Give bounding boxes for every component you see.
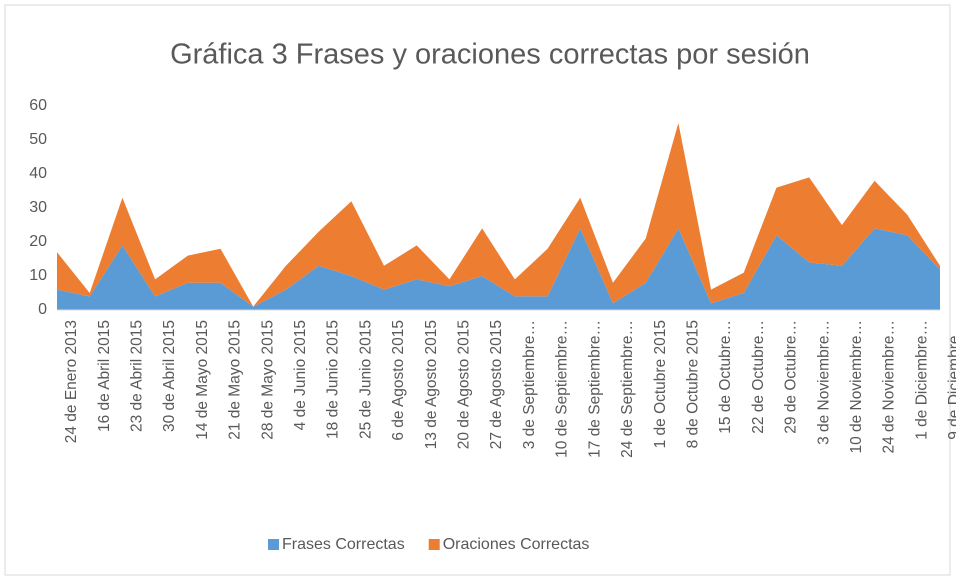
y-tick-label: 20 xyxy=(29,233,47,250)
y-tick-label: 50 xyxy=(29,131,47,148)
x-tick-label: 30 de Abril 2015 xyxy=(161,320,178,432)
x-tick-label: 24 de Septiembre… xyxy=(619,320,636,458)
x-tick-label: 20 de Agosto 2015 xyxy=(456,320,473,449)
y-tick-label: 0 xyxy=(38,301,47,318)
legend-swatch xyxy=(428,539,440,550)
x-tick-label: 3 de Noviembre… xyxy=(815,320,832,445)
x-tick-label: 29 de Octubre… xyxy=(783,320,800,434)
x-tick-label: 24 de Noviembre… xyxy=(881,320,898,454)
x-tick-label: 3 de Septiembre… xyxy=(521,320,538,449)
x-tick-label: 6 de Agosto 2015 xyxy=(390,320,407,441)
x-tick-label: 16 de Abril 2015 xyxy=(96,320,113,432)
x-tick-label: 24 de Enero 2013 xyxy=(63,320,80,443)
x-tick-label: 4 de Junio 2015 xyxy=(292,320,309,430)
legend-label: Oraciones Correctas xyxy=(443,536,590,553)
x-tick-label: 17 de Septiembre… xyxy=(586,320,603,458)
x-tick-label: 22 de Octubre… xyxy=(750,320,767,434)
x-tick-label: 25 de Junio 2015 xyxy=(357,320,374,439)
x-tick-label: 14 de Mayo 2015 xyxy=(194,320,211,440)
area xyxy=(57,123,940,307)
x-tick-label: 1 de Octubre 2015 xyxy=(652,320,669,448)
x-tick-label: 13 de Agosto 2015 xyxy=(423,320,440,449)
x-tick-label: 1 de Diciembre… xyxy=(913,320,930,440)
legend-label: Frases Correctas xyxy=(282,536,405,553)
x-tick-label: 15 de Octubre… xyxy=(717,320,734,434)
x-tick-label: 23 de Abril 2015 xyxy=(129,320,146,432)
y-tick-label: 40 xyxy=(29,165,47,182)
x-tick-label: 10 de Septiembre… xyxy=(554,320,571,458)
x-tick-label: 9 de Diciembre… xyxy=(946,320,956,440)
x-tick-label: 18 de Junio 2015 xyxy=(325,320,342,439)
x-tick-label: 28 de Mayo 2015 xyxy=(259,320,276,440)
y-tick-label: 10 xyxy=(29,267,47,284)
x-tick-label: 10 de Noviembre… xyxy=(848,320,865,454)
area xyxy=(57,228,940,310)
legend-swatch xyxy=(268,539,279,550)
y-tick-label: 60 xyxy=(29,97,47,114)
x-tick-label: 8 de Octubre 2015 xyxy=(684,320,701,448)
x-tick-label: 27 de Agosto 2015 xyxy=(488,320,505,449)
y-tick-label: 30 xyxy=(29,199,47,216)
x-tick-label: 21 de Mayo 2015 xyxy=(227,320,244,440)
chart-title: Gráfica 3 Frases y oraciones correctas p… xyxy=(170,39,810,71)
